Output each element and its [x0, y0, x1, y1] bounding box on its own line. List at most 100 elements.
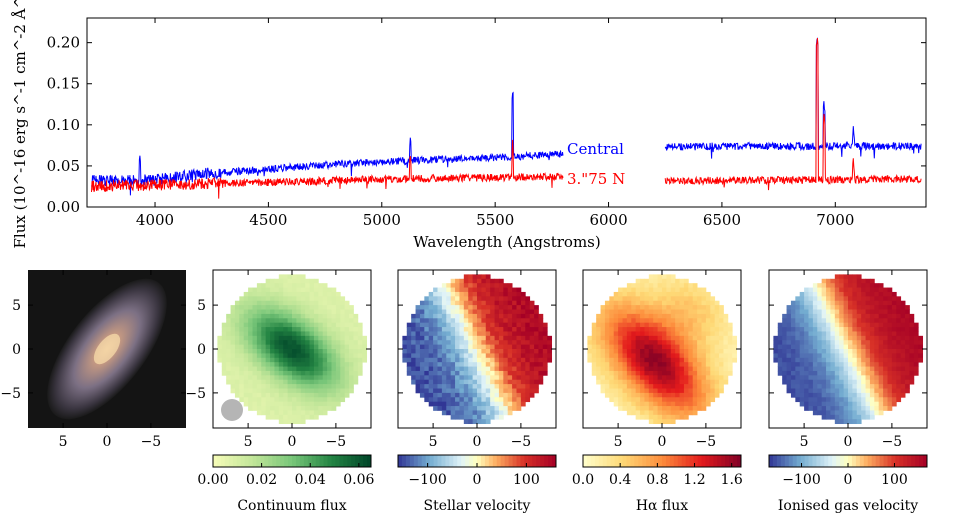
map-pixel — [852, 322, 858, 328]
map-pixel — [243, 340, 249, 346]
map-pixel — [604, 313, 610, 319]
map-pixel — [230, 318, 236, 324]
map-pixel — [705, 388, 711, 394]
map-xtick-label: 0 — [844, 434, 853, 450]
map-pixel — [826, 362, 831, 367]
map-pixel — [433, 362, 438, 367]
map-pixel — [221, 327, 227, 332]
map-pixel — [472, 384, 478, 389]
map-pixel — [683, 357, 689, 363]
map-pixel — [723, 327, 729, 332]
map-pixel — [878, 327, 884, 332]
map-pixel — [234, 392, 240, 398]
map-pixel — [450, 357, 456, 363]
map-pixel — [848, 291, 853, 297]
map-pixel — [697, 291, 702, 297]
map-pixel — [817, 309, 823, 315]
map-pixel — [644, 331, 650, 337]
map-pixel — [446, 296, 452, 302]
map-pixel — [839, 401, 845, 407]
map-pixel — [485, 309, 491, 315]
map-pixel — [790, 318, 796, 324]
map-pixel — [287, 340, 293, 346]
colorbar-segment — [272, 455, 277, 467]
map-pixel — [424, 344, 430, 350]
map-pixel — [494, 379, 500, 385]
map-pixel — [856, 406, 862, 411]
map-pixel — [631, 335, 637, 341]
map-pixel — [874, 318, 880, 324]
map-pixel — [261, 357, 267, 363]
map-pixel — [609, 344, 615, 350]
map-pixel — [830, 362, 836, 367]
map-pixel — [433, 309, 438, 315]
map-pixel — [905, 340, 910, 346]
map-pixel — [697, 357, 702, 363]
map-pixel — [799, 375, 805, 381]
stellar-velocity-colorbar-label: Stellar velocity — [424, 498, 531, 514]
map-pixel — [503, 392, 509, 398]
map-pixel — [300, 296, 306, 302]
map-pixel — [834, 362, 840, 367]
map-pixel — [433, 401, 438, 407]
map-pixel — [883, 397, 888, 403]
colorbar-tick-label: −100 — [408, 472, 446, 488]
colorbar-segment — [697, 455, 702, 467]
colorbar-segment — [855, 455, 861, 467]
map-pixel — [534, 375, 539, 381]
map-pixel — [856, 296, 862, 302]
map-pixel — [782, 379, 787, 385]
map-pixel — [795, 309, 801, 315]
map-pixel — [520, 335, 526, 341]
colorbar-segment — [665, 455, 671, 467]
map-pixel — [812, 335, 818, 341]
map-pixel — [450, 353, 456, 359]
map-pixel — [701, 362, 707, 367]
map-pixel — [433, 331, 438, 337]
map-pixel — [843, 296, 849, 302]
map-pixel — [648, 327, 654, 332]
map-pixel — [468, 419, 474, 425]
map-pixel — [433, 397, 438, 403]
map-pixel — [283, 335, 289, 341]
map-pixel — [322, 397, 328, 403]
map-pixel — [786, 340, 792, 346]
map-pixel — [883, 305, 888, 310]
map-pixel — [490, 344, 495, 350]
colorbar-segment — [669, 455, 675, 467]
map-pixel — [450, 335, 456, 341]
map-pixel — [878, 357, 884, 363]
map-pixel — [335, 296, 341, 302]
map-pixel — [830, 414, 836, 420]
map-pixel — [318, 357, 324, 363]
map-pixel — [869, 305, 875, 310]
map-pixel — [411, 366, 416, 372]
map-pixel — [874, 300, 880, 306]
colorbar-segment — [840, 455, 845, 467]
map-pixel — [327, 353, 332, 359]
map-pixel — [670, 309, 676, 315]
map-pixel — [331, 349, 337, 354]
map-pixel — [221, 357, 227, 363]
map-pixel — [830, 291, 836, 297]
map-pixel — [631, 410, 637, 416]
map-pixel — [600, 362, 606, 367]
map-pixel — [843, 414, 849, 420]
map-pixel — [834, 370, 840, 376]
map-pixel — [782, 322, 787, 328]
map-pixel — [821, 283, 827, 288]
map-pixel — [318, 283, 324, 288]
map-pixel — [856, 318, 862, 324]
map-pixel — [230, 344, 236, 350]
map-pixel — [494, 331, 500, 337]
map-pixel — [869, 300, 875, 306]
map-pixel — [839, 384, 845, 389]
map-pixel — [843, 291, 849, 297]
map-pixel — [322, 300, 328, 306]
map-pixel — [446, 349, 452, 354]
map-pixel — [261, 384, 267, 389]
map-pixel — [662, 410, 667, 416]
map-pixel — [468, 322, 474, 328]
map-pixel — [804, 366, 809, 372]
map-pixel — [525, 335, 531, 341]
